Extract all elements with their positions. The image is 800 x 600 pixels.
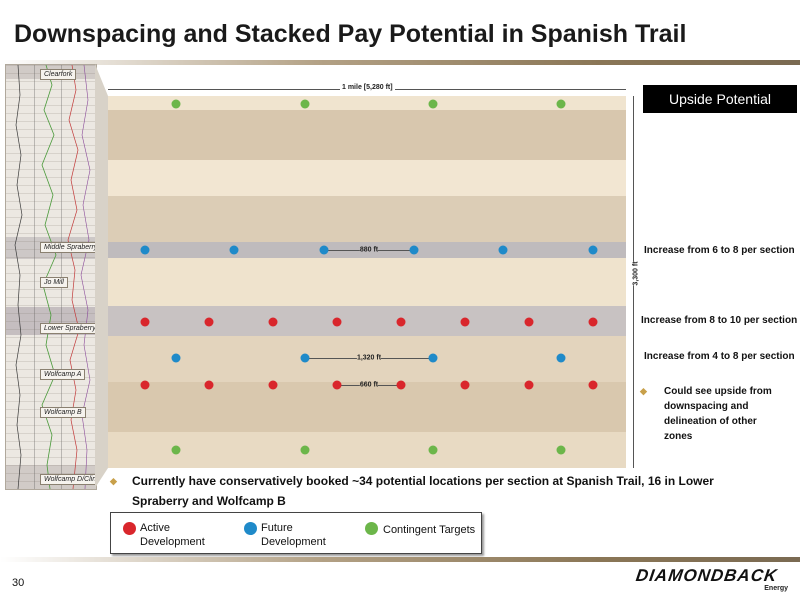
legend-future-label: Future Development bbox=[261, 522, 326, 548]
contingent-legend-marker bbox=[365, 522, 378, 535]
future-well-marker bbox=[140, 245, 150, 255]
contingent-well-marker bbox=[428, 99, 438, 109]
note-lower-spraberry: Increase from 8 to 10 per section bbox=[641, 315, 798, 326]
legend: Active Development Future Development Co… bbox=[110, 512, 482, 554]
logo-subtitle: Energy bbox=[764, 585, 788, 592]
contingent-well-marker bbox=[171, 445, 181, 455]
zone-label-clearfork: Clearfork bbox=[40, 69, 77, 80]
active-well-marker bbox=[204, 380, 214, 390]
zone-label-jo-mill: Jo Mill bbox=[40, 277, 68, 288]
active-well-marker bbox=[332, 380, 342, 390]
contingent-well-marker bbox=[556, 99, 566, 109]
active-well-marker bbox=[396, 380, 406, 390]
future-well-marker bbox=[229, 245, 239, 255]
zone-label-wolfcamp-b: Wolfcamp B bbox=[40, 407, 86, 418]
title-divider bbox=[0, 60, 800, 65]
cross-section: 880 ft 1,320 ft 660 ft bbox=[108, 96, 626, 468]
upside-bullet-text: Could see upside from downspacing and de… bbox=[664, 386, 772, 442]
zone-label-wolfcamp-d-cline: Wolfcamp D/Cline bbox=[40, 474, 96, 485]
spacing-880-label: 880 ft bbox=[359, 246, 379, 254]
active-well-marker bbox=[204, 317, 214, 327]
future-well-marker bbox=[498, 245, 508, 255]
legend-active-label: Active Development bbox=[140, 522, 205, 548]
future-well-marker bbox=[300, 353, 310, 363]
active-well-marker bbox=[460, 317, 470, 327]
locations-note-text: Currently have conservatively booked ~34… bbox=[132, 474, 714, 508]
active-well-marker bbox=[524, 317, 534, 327]
future-well-marker bbox=[556, 353, 566, 363]
active-well-marker bbox=[268, 380, 278, 390]
future-well-marker bbox=[319, 245, 329, 255]
active-well-marker bbox=[332, 317, 342, 327]
contingent-well-marker bbox=[556, 445, 566, 455]
bullet-diamond-icon: ◆ bbox=[640, 386, 647, 396]
upside-bullet: ◆ Could see upside from downspacing and … bbox=[640, 384, 790, 442]
future-well-marker bbox=[409, 245, 419, 255]
zone-label-lower-spraberry: Lower Spraberry Shale bbox=[40, 323, 96, 334]
log-connector bbox=[95, 64, 108, 488]
well-log: Clearfork Middle Spraberry Shale Jo Mill… bbox=[5, 64, 97, 490]
future-well-marker bbox=[171, 353, 181, 363]
legend-contingent-label: Contingent Targets bbox=[383, 524, 476, 536]
active-well-marker bbox=[460, 380, 470, 390]
future-well-marker bbox=[588, 245, 598, 255]
active-well-marker bbox=[588, 317, 598, 327]
company-logo: DIAMONDBACK Energy bbox=[634, 566, 796, 596]
note-middle-spraberry: Increase from 6 to 8 per section bbox=[644, 245, 795, 256]
active-well-marker bbox=[140, 380, 150, 390]
active-well-marker bbox=[396, 317, 406, 327]
contingent-well-marker bbox=[300, 99, 310, 109]
note-wolfcamp-a: Increase from 4 to 8 per section bbox=[644, 351, 795, 362]
contingent-well-marker bbox=[428, 445, 438, 455]
zone-label-wolfcamp-a: Wolfcamp A bbox=[40, 369, 86, 380]
bullet-diamond-icon: ◆ bbox=[110, 476, 117, 486]
contingent-well-marker bbox=[300, 445, 310, 455]
page-title: Downspacing and Stacked Pay Potential in… bbox=[14, 20, 687, 48]
future-well-marker bbox=[428, 353, 438, 363]
active-well-marker bbox=[588, 380, 598, 390]
depth-dimension-label: 3,300 ft bbox=[632, 261, 640, 286]
active-legend-marker bbox=[123, 522, 136, 535]
upside-potential-header: Upside Potential bbox=[643, 85, 797, 113]
spacing-660-label: 660 ft bbox=[359, 381, 379, 389]
future-legend-marker bbox=[244, 522, 257, 535]
active-well-marker bbox=[524, 380, 534, 390]
logo-wordmark: DIAMONDBACK bbox=[634, 566, 779, 585]
page-number: 30 bbox=[12, 577, 25, 589]
active-well-marker bbox=[140, 317, 150, 327]
footer-divider bbox=[0, 557, 800, 562]
active-well-marker bbox=[268, 317, 278, 327]
mile-dimension-label: 1 mile [5,280 ft] bbox=[340, 84, 395, 91]
zone-label-middle-spraberry: Middle Spraberry Shale bbox=[40, 242, 96, 253]
locations-note: ◆ Currently have conservatively booked ~… bbox=[110, 471, 750, 511]
contingent-well-marker bbox=[171, 99, 181, 109]
spacing-1320-label: 1,320 ft bbox=[356, 354, 382, 362]
